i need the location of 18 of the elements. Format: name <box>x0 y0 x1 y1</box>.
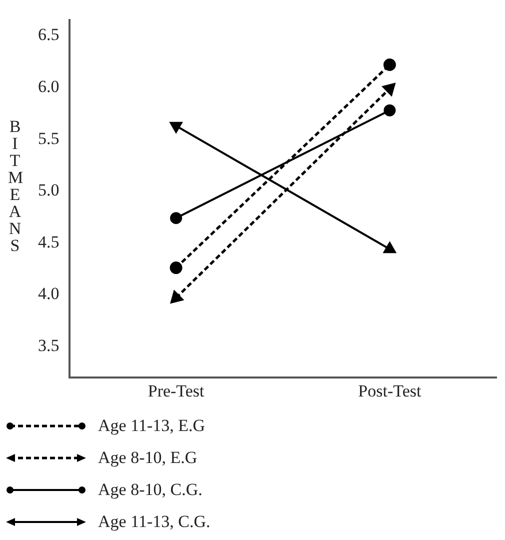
legend-label: Age 11-13, E.G <box>98 416 206 436</box>
point <box>170 262 182 274</box>
x-tick-label: Post-Test <box>358 381 422 400</box>
point <box>170 212 182 224</box>
y-tick-label: 6.5 <box>38 25 60 44</box>
y-tick-label: 5.0 <box>38 180 60 200</box>
y-tick-label: 5.5 <box>38 128 60 148</box>
x-tick-label: Pre-Test <box>148 381 205 400</box>
y-tick-label: 6.0 <box>38 77 60 96</box>
point <box>384 104 396 116</box>
y-tick-label: 4.0 <box>38 284 60 304</box>
y-axis-title: BIT MEANS <box>8 117 24 255</box>
legend-label: Age 8-10, E.G <box>98 448 198 468</box>
legend-label: Age 8-10, C.G. <box>98 480 202 500</box>
point <box>383 58 396 71</box>
y-tick-label: 3.5 <box>38 336 60 355</box>
legend-label: Age 11-13, C.G. <box>98 512 210 532</box>
y-tick-label: 4.5 <box>38 232 60 252</box>
